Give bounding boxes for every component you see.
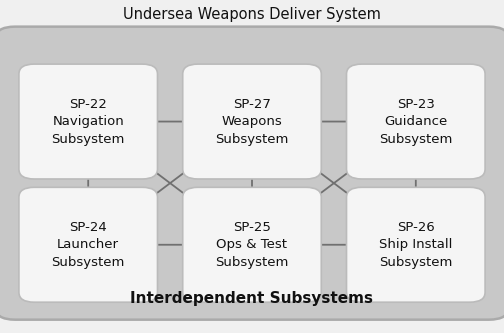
Text: SP-26
Ship Install
Subsystem: SP-26 Ship Install Subsystem bbox=[379, 221, 453, 269]
FancyBboxPatch shape bbox=[182, 64, 322, 179]
FancyBboxPatch shape bbox=[182, 187, 322, 302]
FancyBboxPatch shape bbox=[19, 187, 157, 302]
Text: Interdependent Subsystems: Interdependent Subsystems bbox=[131, 290, 373, 306]
Text: SP-22
Navigation
Subsystem: SP-22 Navigation Subsystem bbox=[51, 98, 125, 146]
FancyBboxPatch shape bbox=[346, 64, 485, 179]
FancyBboxPatch shape bbox=[0, 27, 504, 320]
FancyBboxPatch shape bbox=[346, 187, 485, 302]
Text: SP-25
Ops & Test
Subsystem: SP-25 Ops & Test Subsystem bbox=[215, 221, 289, 269]
Text: SP-27
Weapons
Subsystem: SP-27 Weapons Subsystem bbox=[215, 98, 289, 146]
Text: SP-23
Guidance
Subsystem: SP-23 Guidance Subsystem bbox=[379, 98, 453, 146]
Text: Undersea Weapons Deliver System: Undersea Weapons Deliver System bbox=[123, 7, 381, 23]
FancyBboxPatch shape bbox=[19, 64, 157, 179]
Text: SP-24
Launcher
Subsystem: SP-24 Launcher Subsystem bbox=[51, 221, 125, 269]
